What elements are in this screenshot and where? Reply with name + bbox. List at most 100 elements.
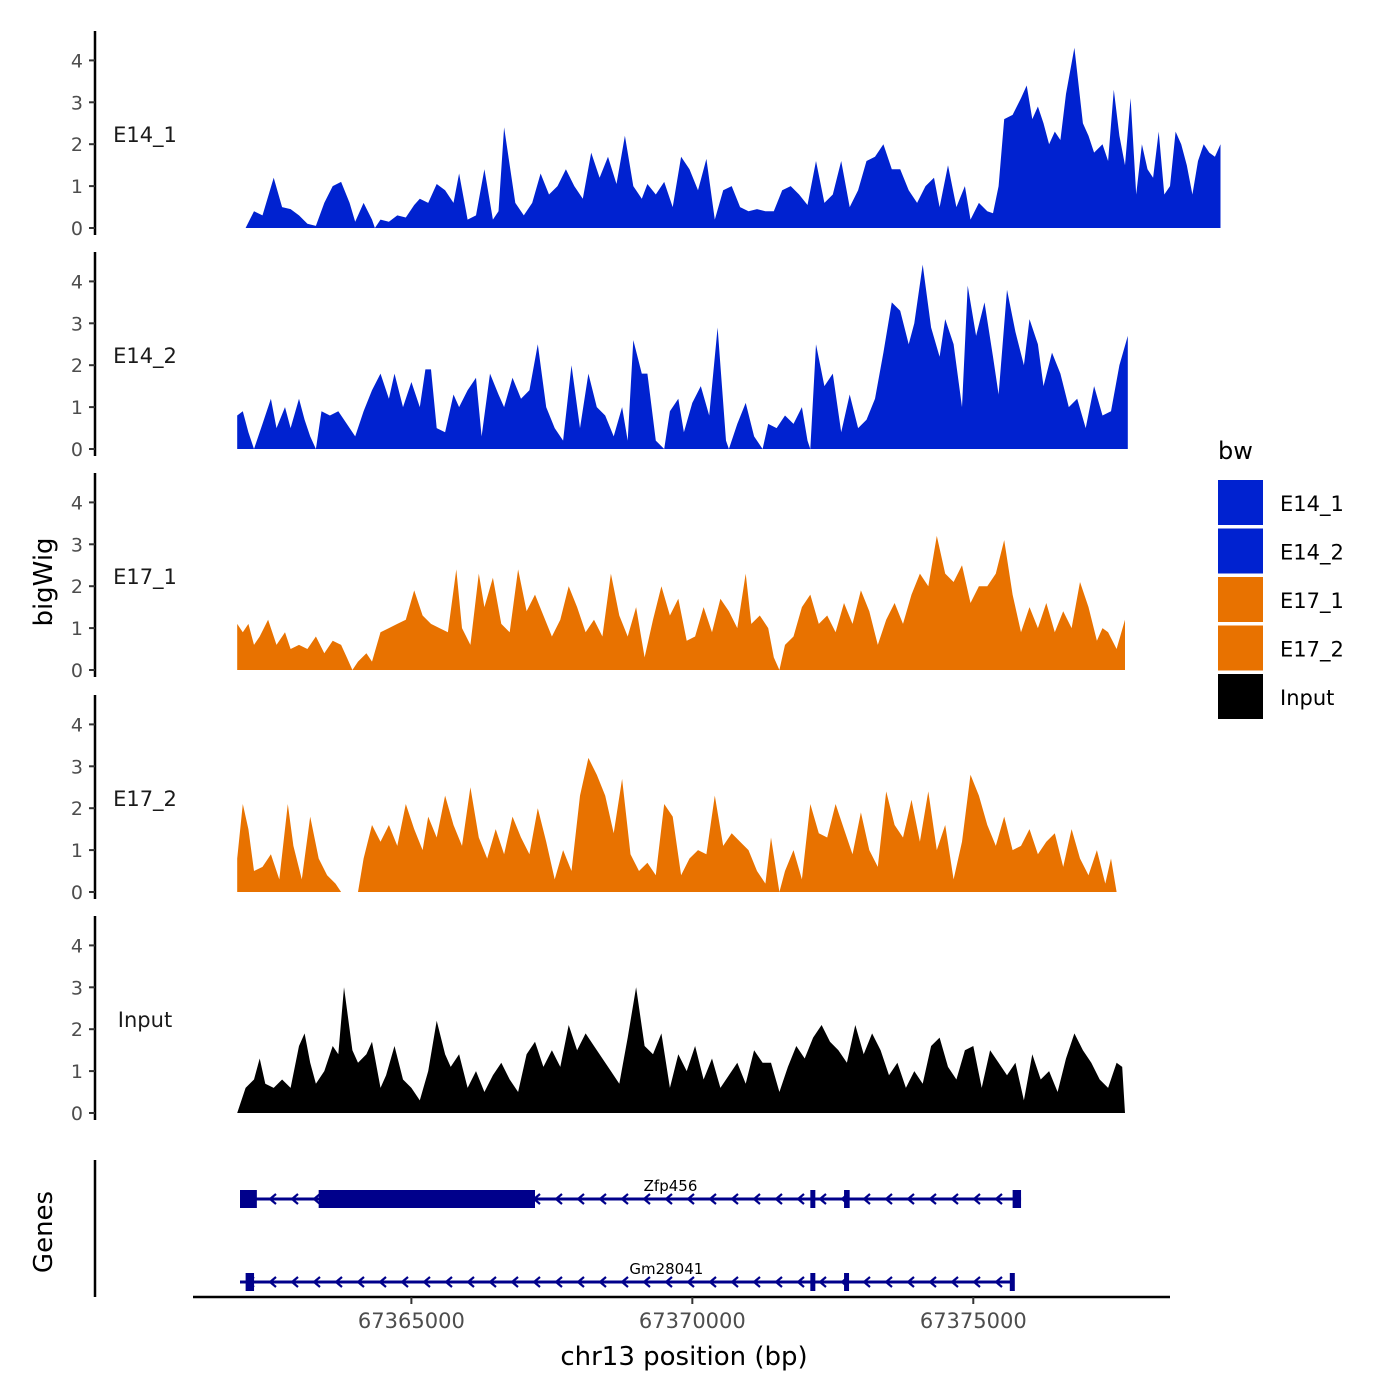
strand-arrow [906,1276,915,1288]
strand-arrow [994,1276,1003,1288]
strand-arrow [532,1276,541,1288]
strand-arrow [818,1193,827,1205]
strand-arrow [488,1276,497,1288]
strand-arrow [928,1193,937,1205]
strand-arrow [950,1193,959,1205]
track-input: 0 1 2 3 4 Input [71,916,1125,1125]
legend-swatch [1218,528,1263,574]
strand-arrow [400,1276,409,1288]
exon [1009,1273,1015,1291]
strand-arrow [730,1193,739,1205]
exon [844,1273,850,1291]
signal-tracks: 0 1 2 3 4 E14_1 0 1 2 3 4 E14_2 0 1 2 3 4 E17_1 0 1 2 3 4 E17_2… [71,31,1221,1125]
gene-name-label: Zfp456 [644,1177,698,1195]
legend-swatch [1218,625,1263,671]
strand-arrow [972,1193,981,1205]
strand-arrow [752,1193,761,1205]
gene-track: Gm28041 Zfp456 [93,1160,1022,1297]
track-label: E14_2 [113,344,177,369]
y-tick-label: 4 [71,935,83,957]
strand-arrow [510,1276,519,1288]
strand-arrow [972,1276,981,1288]
strand-arrow [950,1276,959,1288]
y-tick-label: 4 [71,714,83,736]
strand-arrow [620,1276,629,1288]
y-tick-label: 3 [71,313,83,335]
strand-arrow [818,1276,827,1288]
y-tick-label: 4 [71,271,83,293]
strand-arrow [884,1193,893,1205]
y-tick-label: 2 [71,134,83,156]
strand-arrow [466,1276,475,1288]
exon [844,1190,850,1208]
strand-arrow [796,1193,805,1205]
legend-swatch [1218,674,1263,719]
exon [318,1190,535,1208]
legend-label: E17_2 [1280,638,1344,663]
y-tick-label: 4 [71,492,83,514]
legend-title: bw [1218,437,1253,465]
strand-arrow [576,1193,585,1205]
track-label: E14_1 [113,123,177,148]
strand-arrow [290,1193,299,1205]
strand-arrow [774,1193,783,1205]
y-tick-label: 0 [71,882,83,904]
y-axis-title: bigWig [29,537,59,626]
track-label: Input [118,1008,172,1032]
exon [810,1190,816,1208]
y-tick-label: 1 [71,1061,83,1083]
exon [245,1273,255,1291]
strand-arrow [906,1193,915,1205]
x-tick-label: 67375000 [920,1309,1027,1333]
strand-arrow [708,1193,717,1205]
strand-arrow [356,1276,365,1288]
x-tick-label: 67365000 [358,1309,465,1333]
x-tick-label: 67370000 [639,1309,746,1333]
strand-arrow [268,1193,277,1205]
strand-arrow [620,1193,629,1205]
legend-swatch [1218,577,1263,622]
y-tick-label: 1 [71,397,83,419]
legend-label: E14_1 [1280,492,1344,517]
track-label: E17_1 [113,565,177,590]
y-tick-label: 0 [71,1103,83,1125]
strand-arrow [774,1276,783,1288]
strand-arrow [576,1276,585,1288]
y-tick-label: 2 [71,355,83,377]
gene-gm28041: Gm28041 [240,1260,1015,1291]
strand-arrow [642,1276,651,1288]
strand-arrow [554,1276,563,1288]
strand-arrow [686,1276,695,1288]
legend-label: Input [1280,686,1334,710]
strand-arrow [422,1276,431,1288]
legend-swatch [1218,480,1263,525]
strand-arrow [884,1276,893,1288]
strand-arrow [334,1276,343,1288]
strand-arrow [664,1276,673,1288]
strand-arrow [312,1276,321,1288]
strand-arrow [994,1193,1003,1205]
x-axis-title: chr13 position (bp) [560,1342,807,1372]
strand-arrow [686,1193,695,1205]
gene-zfp456: Zfp456 [240,1177,1022,1208]
strand-arrow [290,1276,299,1288]
strand-arrow [598,1276,607,1288]
strand-arrow [554,1193,563,1205]
coverage-area-e14-1 [245,47,1221,228]
exon [810,1273,816,1291]
y-tick-label: 0 [71,218,83,240]
y-tick-label: 1 [71,618,83,640]
legend: bw E14_1 E14_2 E17_1 E17_2 Input [1218,437,1344,719]
strand-arrow [664,1193,673,1205]
genes-track-title: Genes [29,1191,59,1273]
y-tick-label: 4 [71,50,83,72]
track-label: E17_2 [113,787,177,812]
x-axis: 67365000 67370000 67375000 [193,1295,1170,1333]
gene-name-label: Gm28041 [629,1260,703,1278]
strand-arrow [378,1276,387,1288]
strand-arrow [708,1276,717,1288]
y-tick-label: 3 [71,534,83,556]
strand-arrow [598,1193,607,1205]
exon [240,1190,257,1208]
